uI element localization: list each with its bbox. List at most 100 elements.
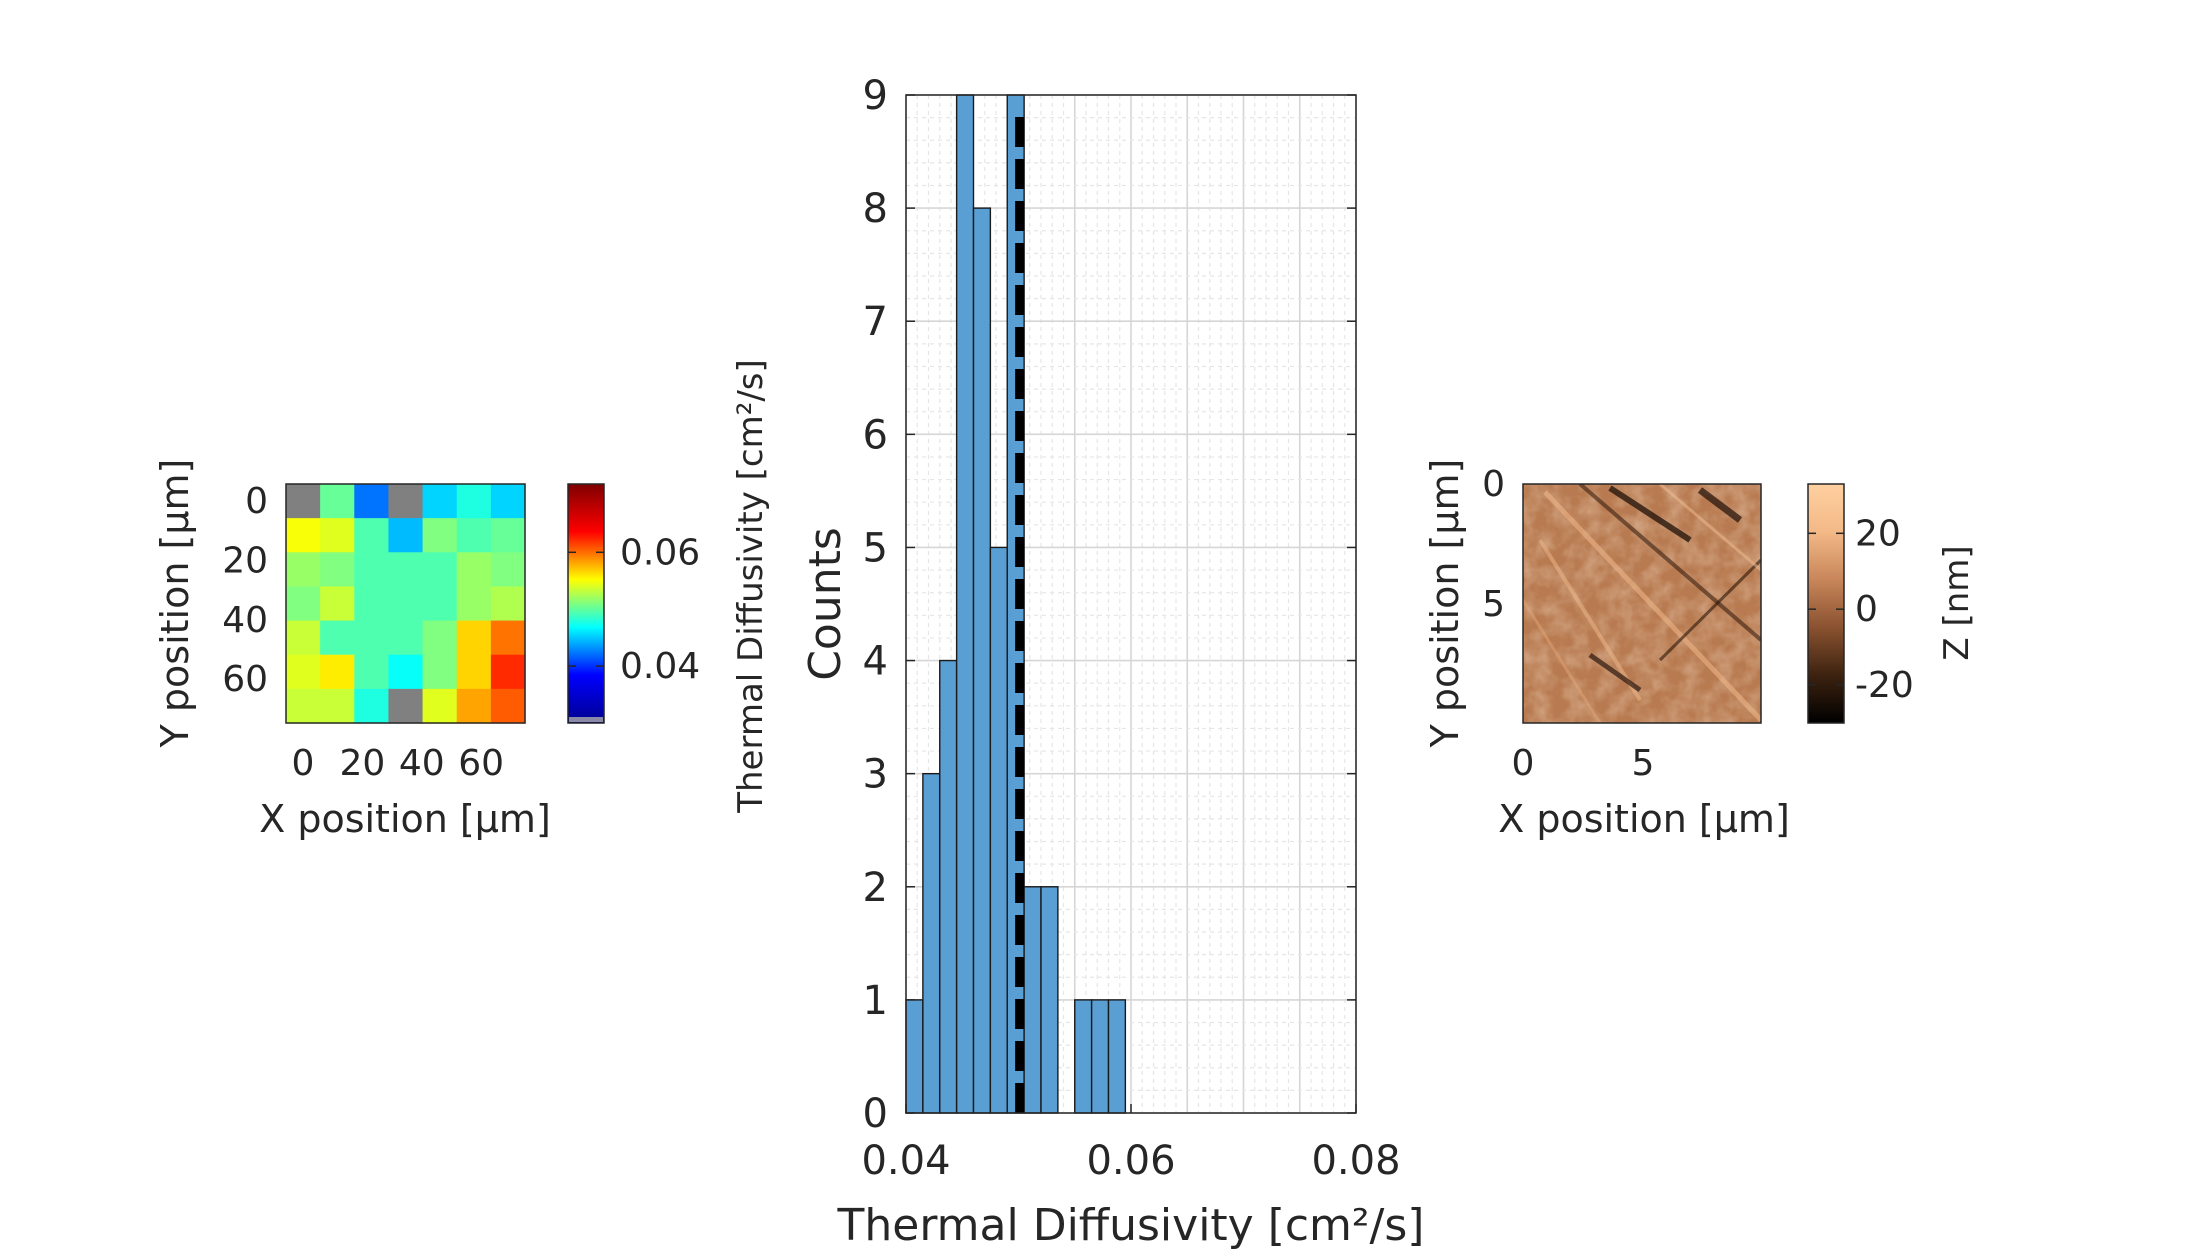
afm-scratches bbox=[1523, 484, 1761, 723]
heatmap-cell bbox=[490, 620, 526, 656]
histogram-x-tick-labels: 0.04 0.06 0.08 bbox=[861, 1104, 1401, 1184]
heatmap-cell bbox=[354, 620, 390, 656]
heatmap-cell bbox=[456, 518, 492, 553]
left-x-axis-label: X position [μm] bbox=[259, 797, 551, 841]
heatmap-cell bbox=[422, 654, 458, 690]
histogram-bar bbox=[922, 772, 941, 1114]
right-y-axis-label: Y position [μm] bbox=[1423, 459, 1467, 749]
histogram-bar bbox=[1074, 999, 1093, 1114]
histogram-y-tick-label: 4 bbox=[863, 639, 888, 685]
heatmap-cell bbox=[286, 586, 321, 622]
left-heatmap-cells bbox=[286, 484, 526, 724]
right-colorbar-label: Z [nm] bbox=[1937, 545, 1977, 660]
histogram-y-tick-label: 0 bbox=[863, 1091, 888, 1137]
heatmap-cell bbox=[422, 484, 458, 519]
histogram-x-tick-label: 0.06 bbox=[1086, 1138, 1175, 1184]
right-x-tick-label: 5 bbox=[1632, 743, 1655, 784]
heatmap-cell bbox=[320, 484, 355, 519]
heatmap-cell bbox=[490, 518, 526, 553]
heatmap-cell bbox=[286, 518, 321, 553]
afm-surface-texture bbox=[1523, 484, 1761, 723]
right-colorbar-tick-label: 20 bbox=[1855, 513, 1901, 554]
right-colorbar-tick-label: -20 bbox=[1855, 665, 1914, 706]
heatmap-cell bbox=[354, 688, 390, 724]
histogram-y-tick-label: 7 bbox=[863, 299, 888, 345]
histogram-y-tick-label: 9 bbox=[863, 73, 888, 119]
heatmap-cell bbox=[422, 552, 458, 588]
right-x-axis-label: X position [μm] bbox=[1498, 797, 1790, 841]
histogram-bar bbox=[1090, 999, 1110, 1114]
histogram-bar bbox=[939, 659, 958, 1114]
heatmap-cell bbox=[388, 484, 424, 519]
left-colorbar bbox=[567, 483, 605, 724]
heatmap-cell bbox=[388, 688, 424, 724]
histogram-bar bbox=[1107, 999, 1127, 1114]
heatmap-cell bbox=[490, 688, 526, 724]
heatmap-cell bbox=[286, 484, 321, 519]
heatmap-cell bbox=[388, 654, 424, 690]
histogram-y-tick-label: 6 bbox=[863, 412, 888, 458]
heatmap-cell bbox=[456, 552, 492, 588]
heatmap-cell bbox=[388, 620, 424, 656]
left-x-tick-label: 40 bbox=[399, 743, 445, 784]
heatmap-cell bbox=[320, 654, 355, 690]
left-colorbar-nan-swatch bbox=[569, 717, 603, 722]
heatmap-cell bbox=[320, 620, 355, 656]
afm-frame bbox=[1522, 483, 1762, 724]
heatmap-cell bbox=[320, 518, 355, 553]
left-y-axis-label: Y position [μm] bbox=[153, 459, 197, 749]
left-heatmap-frame bbox=[285, 483, 526, 724]
right-x-tick-label: 0 bbox=[1512, 743, 1535, 784]
left-colorbar-ticks: 0.04 0.06 bbox=[568, 532, 700, 722]
histogram-y-tick-label: 2 bbox=[863, 865, 888, 911]
histogram-bar bbox=[905, 999, 924, 1114]
histogram-bar bbox=[955, 94, 975, 1114]
right-afm-panel: 0 5 0 5 X position [μm] Y position [μm] 20… bbox=[1423, 459, 1977, 841]
heatmap-cell bbox=[456, 654, 492, 690]
histogram-y-tick-label: 1 bbox=[863, 978, 888, 1024]
left-x-tick-label: 20 bbox=[339, 743, 385, 784]
heatmap-cell bbox=[354, 586, 390, 622]
heatmap-cell bbox=[490, 484, 526, 519]
histogram-bar bbox=[972, 207, 992, 1114]
histogram-y-tick-labels: 0 1 2 3 4 5 6 7 8 9 bbox=[863, 73, 1356, 1137]
heatmap-cell bbox=[320, 586, 355, 622]
histogram-panel: 0.04 0.06 0.08 0 1 2 3 4 5 6 7 8 9 Thermal Diffusiv… bbox=[800, 73, 1424, 1250]
histogram-y-tick-label: 8 bbox=[863, 186, 888, 232]
histogram-bar bbox=[1023, 886, 1042, 1114]
heatmap-cell bbox=[456, 620, 492, 656]
heatmap-cell bbox=[320, 688, 355, 724]
heatmap-cell bbox=[286, 654, 321, 690]
right-colorbar bbox=[1807, 483, 1845, 724]
left-y-tick-label: 0 bbox=[245, 481, 268, 522]
heatmap-cell bbox=[456, 484, 492, 519]
heatmap-cell bbox=[422, 620, 458, 656]
left-y-tick-labels: 0 20 40 60 bbox=[222, 481, 268, 700]
heatmap-cell bbox=[456, 688, 492, 724]
left-x-tick-labels: 0 20 40 60 bbox=[292, 743, 505, 784]
right-colorbar-tick-label: 0 bbox=[1855, 589, 1878, 630]
heatmap-cell bbox=[490, 586, 526, 622]
heatmap-cell bbox=[354, 518, 390, 553]
histogram-x-tick-label: 0.08 bbox=[1311, 1138, 1400, 1184]
heatmap-cell bbox=[354, 484, 390, 519]
histogram-x-tick-label: 0.04 bbox=[861, 1138, 950, 1184]
histogram-bar bbox=[989, 546, 1008, 1114]
histogram-outer-label: Thermal Diffusivity [cm²/s] bbox=[731, 359, 771, 814]
left-y-tick-label: 60 bbox=[222, 659, 268, 700]
heatmap-cell bbox=[388, 586, 424, 622]
heatmap-cell bbox=[354, 654, 390, 690]
heatmap-cell bbox=[286, 688, 321, 724]
heatmap-cell bbox=[354, 552, 390, 588]
left-y-tick-label: 20 bbox=[222, 540, 268, 581]
left-y-tick-label: 40 bbox=[222, 600, 268, 641]
histogram-x-axis-label: Thermal Diffusivity [cm²/s] bbox=[837, 1200, 1425, 1250]
right-y-tick-label: 5 bbox=[1482, 584, 1505, 625]
heatmap-cell bbox=[286, 552, 321, 588]
left-heatmap-panel: 0 20 40 60 0 20 40 60 X position [μm] Y positi… bbox=[153, 359, 771, 841]
histogram-y-axis-label: Counts bbox=[800, 527, 851, 681]
heatmap-cell bbox=[286, 620, 321, 656]
heatmap-cell bbox=[422, 688, 458, 724]
histogram-y-tick-label: 3 bbox=[863, 752, 888, 798]
